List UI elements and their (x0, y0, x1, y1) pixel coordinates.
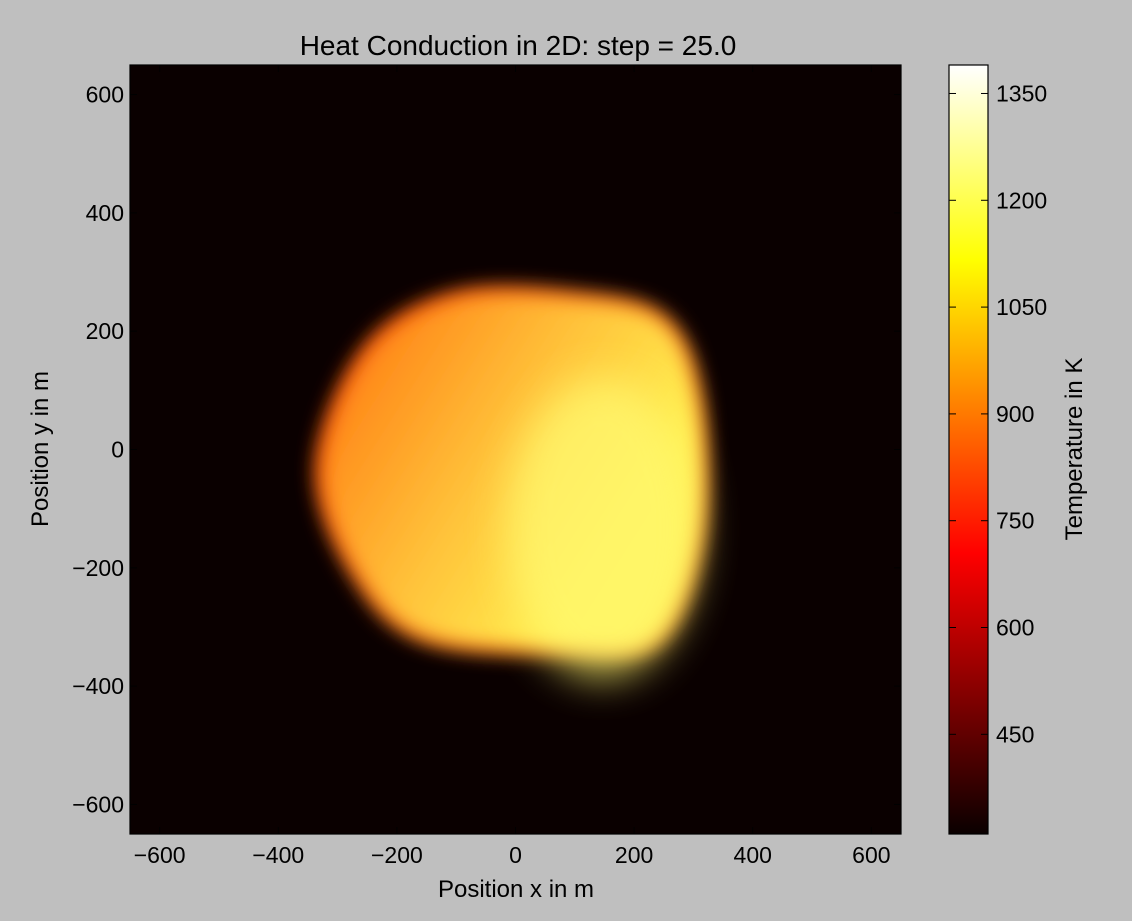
colorbar (948, 64, 989, 835)
chart-title: Heat Conduction in 2D: step = 25.0 (300, 30, 737, 61)
y-tick-label: −400 (72, 673, 124, 699)
y-tick-label: 200 (86, 318, 124, 344)
x-axis-label: Position x in m (438, 876, 594, 903)
heat-layer (319, 290, 705, 679)
x-tick-label: 600 (852, 842, 890, 868)
y-tick-label: −200 (72, 555, 124, 581)
x-tick-label: −400 (252, 842, 304, 868)
y-tick-label: 600 (86, 82, 124, 108)
colorbar-tick-label: 600 (996, 615, 1034, 641)
y-axis: −600 −400 −200 0 200 400 600 (72, 82, 901, 817)
colorbar-tick-label: 450 (996, 721, 1034, 747)
y-tick-label: 400 (86, 200, 124, 226)
x-tick-label: −600 (134, 842, 186, 868)
colorbar-tick-label: 1050 (996, 294, 1047, 320)
x-tick-label: 400 (734, 842, 772, 868)
colorbar-label: Temperature in K (1061, 358, 1088, 541)
colorbar-axis: 450 600 750 900 1050 1200 1350 (949, 80, 1047, 747)
x-tick-label: −200 (371, 842, 423, 868)
x-tick-label: 0 (509, 842, 522, 868)
y-axis-label: Position y in m (27, 371, 54, 527)
colorbar-tick-label: 750 (996, 508, 1034, 534)
colorbar-tick-label: 900 (996, 401, 1034, 427)
colorbar-tick-label: 1200 (996, 187, 1047, 213)
x-axis: −600 −400 −200 0 200 400 600 (134, 65, 891, 868)
x-tick-label: 200 (615, 842, 653, 868)
y-tick-label: −600 (72, 791, 124, 817)
colorbar-tick-label: 1350 (996, 80, 1047, 106)
y-tick-label: 0 (111, 437, 124, 463)
hottest-spot (507, 378, 698, 679)
